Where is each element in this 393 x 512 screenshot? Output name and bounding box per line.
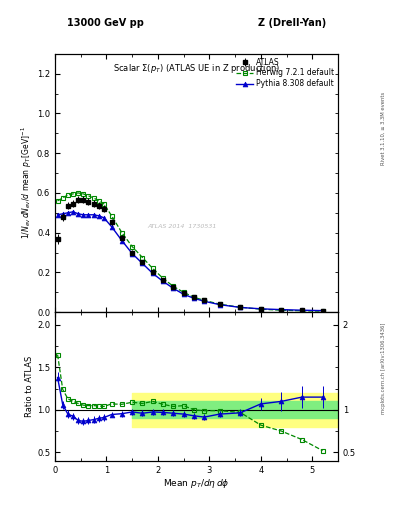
Herwig 7.2.1 default xyxy=(109,212,114,219)
Pythia 8.308 default xyxy=(101,215,106,221)
Pythia 8.308 default xyxy=(299,307,304,313)
Herwig 7.2.1 default xyxy=(171,283,176,289)
Herwig 7.2.1 default xyxy=(259,306,263,312)
Pythia 8.308 default xyxy=(61,211,65,217)
Herwig 7.2.1 default xyxy=(76,190,81,196)
Herwig 7.2.1 default xyxy=(81,191,86,197)
Y-axis label: $1/N_{ev}\,dN_{ev}/d$ mean $p_T\,[\mathrm{GeV}]^{-1}$: $1/N_{ev}\,dN_{ev}/d$ mean $p_T\,[\mathr… xyxy=(20,126,34,240)
Pythia 8.308 default xyxy=(86,212,91,218)
Pythia 8.308 default xyxy=(140,261,145,267)
Pythia 8.308 default xyxy=(66,210,70,216)
Pythia 8.308 default xyxy=(119,238,124,244)
Pythia 8.308 default xyxy=(130,250,134,257)
Pythia 8.308 default xyxy=(238,304,242,310)
Herwig 7.2.1 default xyxy=(66,192,70,198)
Herwig 7.2.1 default xyxy=(119,229,124,236)
Herwig 7.2.1 default xyxy=(320,308,325,314)
Pythia 8.308 default xyxy=(55,212,60,218)
Text: 13000 GeV pp: 13000 GeV pp xyxy=(67,18,144,28)
Pythia 8.308 default xyxy=(259,306,263,312)
Herwig 7.2.1 default xyxy=(202,297,207,303)
Herwig 7.2.1 default xyxy=(101,201,106,207)
Text: Rivet 3.1.10, ≥ 3.3M events: Rivet 3.1.10, ≥ 3.3M events xyxy=(381,91,386,165)
Pythia 8.308 default xyxy=(161,279,165,285)
Text: Scalar $\Sigma(p_T)$ (ATLAS UE in Z production): Scalar $\Sigma(p_T)$ (ATLAS UE in Z prod… xyxy=(113,61,280,75)
Pythia 8.308 default xyxy=(217,302,222,308)
Herwig 7.2.1 default xyxy=(238,304,242,310)
Text: Z (Drell-Yan): Z (Drell-Yan) xyxy=(258,18,326,28)
Legend: ATLAS, Herwig 7.2.1 default, Pythia 8.308 default: ATLAS, Herwig 7.2.1 default, Pythia 8.30… xyxy=(235,56,336,90)
Herwig 7.2.1 default xyxy=(130,244,134,250)
Y-axis label: Ratio to ATLAS: Ratio to ATLAS xyxy=(25,356,34,417)
Text: mcplots.cern.ch [arXiv:1306.3436]: mcplots.cern.ch [arXiv:1306.3436] xyxy=(381,323,386,414)
Herwig 7.2.1 default xyxy=(279,307,284,313)
Pythia 8.308 default xyxy=(91,212,96,218)
Pythia 8.308 default xyxy=(181,291,186,297)
Herwig 7.2.1 default xyxy=(86,193,91,199)
Herwig 7.2.1 default xyxy=(191,294,196,301)
Pythia 8.308 default xyxy=(151,270,155,276)
Line: Pythia 8.308 default: Pythia 8.308 default xyxy=(55,209,325,313)
Herwig 7.2.1 default xyxy=(181,289,186,295)
Pythia 8.308 default xyxy=(320,308,325,314)
Pythia 8.308 default xyxy=(109,224,114,230)
Pythia 8.308 default xyxy=(279,307,284,313)
Herwig 7.2.1 default xyxy=(299,308,304,314)
Herwig 7.2.1 default xyxy=(161,275,165,282)
Pythia 8.308 default xyxy=(76,211,81,217)
Herwig 7.2.1 default xyxy=(91,195,96,201)
Pythia 8.308 default xyxy=(96,212,101,219)
Pythia 8.308 default xyxy=(171,285,176,291)
Herwig 7.2.1 default xyxy=(151,265,155,271)
Pythia 8.308 default xyxy=(81,212,86,218)
X-axis label: Mean $p_T/d\eta\,d\phi$: Mean $p_T/d\eta\,d\phi$ xyxy=(163,477,230,490)
Herwig 7.2.1 default xyxy=(71,191,75,197)
Line: Herwig 7.2.1 default: Herwig 7.2.1 default xyxy=(55,190,325,314)
Pythia 8.308 default xyxy=(202,298,207,304)
Pythia 8.308 default xyxy=(71,209,75,215)
Pythia 8.308 default xyxy=(191,295,196,302)
Herwig 7.2.1 default xyxy=(217,301,222,307)
Herwig 7.2.1 default xyxy=(55,198,60,204)
Herwig 7.2.1 default xyxy=(96,198,101,204)
Herwig 7.2.1 default xyxy=(61,195,65,201)
Herwig 7.2.1 default xyxy=(140,254,145,261)
Text: ATLAS 2014  1730531: ATLAS 2014 1730531 xyxy=(148,224,217,229)
